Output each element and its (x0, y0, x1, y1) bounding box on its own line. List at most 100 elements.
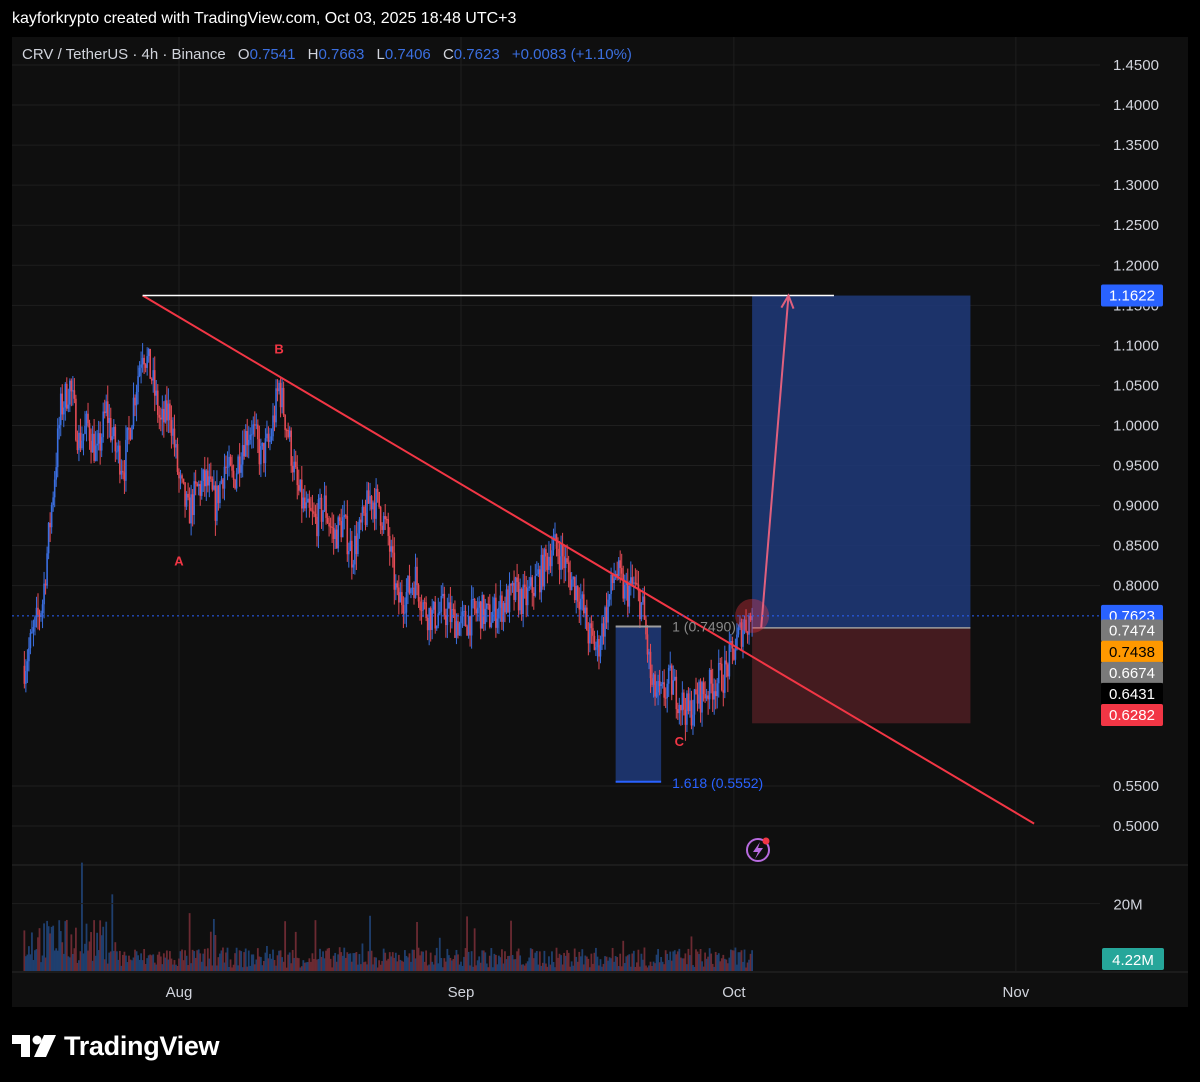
volume-bar (682, 958, 685, 971)
candle-body (435, 625, 438, 629)
volume-bar (43, 923, 45, 971)
volume-bar (50, 926, 53, 971)
candle-body (67, 404, 70, 409)
volume-bar (291, 949, 294, 971)
candle-body (620, 567, 623, 574)
volume-bar (234, 953, 236, 971)
candle-body (272, 415, 274, 437)
volume-bar (646, 967, 649, 971)
candle-body (532, 592, 535, 596)
price-tick-label: 1.0000 (1113, 417, 1159, 434)
candle-body (660, 684, 662, 686)
candle-body (501, 595, 503, 622)
volume-bar (516, 951, 518, 971)
volume-bar (24, 956, 27, 971)
candle-body (710, 669, 712, 684)
volume-bar (705, 958, 708, 971)
volume-bar (531, 949, 534, 971)
position-zones (615, 295, 971, 782)
volume-bar (742, 961, 744, 971)
volume-bar (382, 948, 385, 971)
candle-body (178, 471, 180, 479)
candle-body (455, 621, 458, 638)
price-tick-label: 0.5500 (1113, 778, 1159, 795)
candle-body (29, 633, 32, 649)
candle-body (344, 515, 347, 517)
candle-body (598, 638, 600, 657)
candle-body (243, 445, 245, 457)
candle-body (96, 443, 98, 446)
volume-bar (684, 953, 687, 971)
candle-body (589, 623, 591, 644)
volume-bar (355, 951, 358, 971)
volume-bar (159, 956, 162, 971)
volume-bar (96, 932, 99, 971)
candle-body (360, 519, 362, 523)
price-axis[interactable]: 1.45001.40001.35001.30001.25001.20001.15… (1102, 57, 1164, 970)
lightning-alert-icon[interactable] (746, 837, 770, 862)
candle-body (539, 569, 541, 593)
volume-bar (75, 927, 77, 971)
candle-body (202, 469, 205, 481)
volume-bar (246, 966, 249, 971)
candle-body (116, 451, 118, 453)
volume-bar (385, 960, 388, 971)
candle-body (595, 647, 597, 650)
volume-bar (545, 963, 547, 971)
volume-bar (690, 936, 693, 971)
candle-body (191, 494, 194, 515)
volume-bar (722, 954, 725, 971)
candle-body (746, 631, 749, 635)
candle-body (208, 476, 211, 486)
candle-body (273, 415, 276, 423)
candle-body (619, 560, 621, 568)
tradingview-logo: TradingView (12, 1028, 220, 1064)
candle-body (72, 390, 74, 392)
candle-body (570, 579, 573, 591)
volume-bar (187, 965, 189, 971)
volume-bar (226, 947, 229, 971)
candle-body (237, 456, 239, 474)
price-tick-label: 0.9000 (1113, 498, 1159, 515)
volume-bar (493, 953, 496, 971)
price-tick-label: 0.9500 (1113, 458, 1159, 475)
volume-bar (452, 959, 455, 971)
candle-body (357, 533, 359, 554)
candle-body (76, 440, 79, 451)
candle-body (90, 440, 92, 453)
volume-bar (490, 948, 493, 971)
volume-bar (496, 964, 499, 971)
candle-body (719, 663, 722, 665)
candle-body (378, 491, 380, 507)
volume-bar (513, 959, 515, 971)
volume-bar (394, 952, 397, 971)
volume-bar (73, 948, 76, 971)
candle-body (161, 408, 164, 420)
candle-body (639, 590, 641, 620)
fib-level-1618-label: 1.618 (0.5552) (672, 775, 763, 791)
candle-body (733, 648, 735, 660)
candle-body (578, 601, 581, 610)
volume-bar (499, 957, 502, 971)
volume-bar (249, 965, 252, 971)
volume-bar (534, 952, 537, 971)
candle-body (38, 614, 41, 617)
candle-body (586, 607, 588, 631)
time-axis[interactable]: Aug Sep Oct Nov (166, 984, 1030, 1001)
volume-bar (190, 963, 193, 971)
volume-bar (111, 894, 114, 971)
volume-bar (287, 954, 290, 971)
volume-bar (296, 957, 299, 971)
volume-bar (595, 947, 597, 971)
volume-bar (191, 949, 194, 971)
candle-body (332, 527, 335, 539)
volume-bar (391, 952, 394, 971)
volume-bar (611, 947, 614, 971)
tradingview-wordmark: TradingView (64, 1030, 220, 1061)
volume-bar (199, 953, 202, 971)
candles (23, 343, 753, 741)
volume-bar (631, 953, 634, 971)
volume-bar (519, 955, 522, 971)
candle-body (184, 482, 186, 507)
